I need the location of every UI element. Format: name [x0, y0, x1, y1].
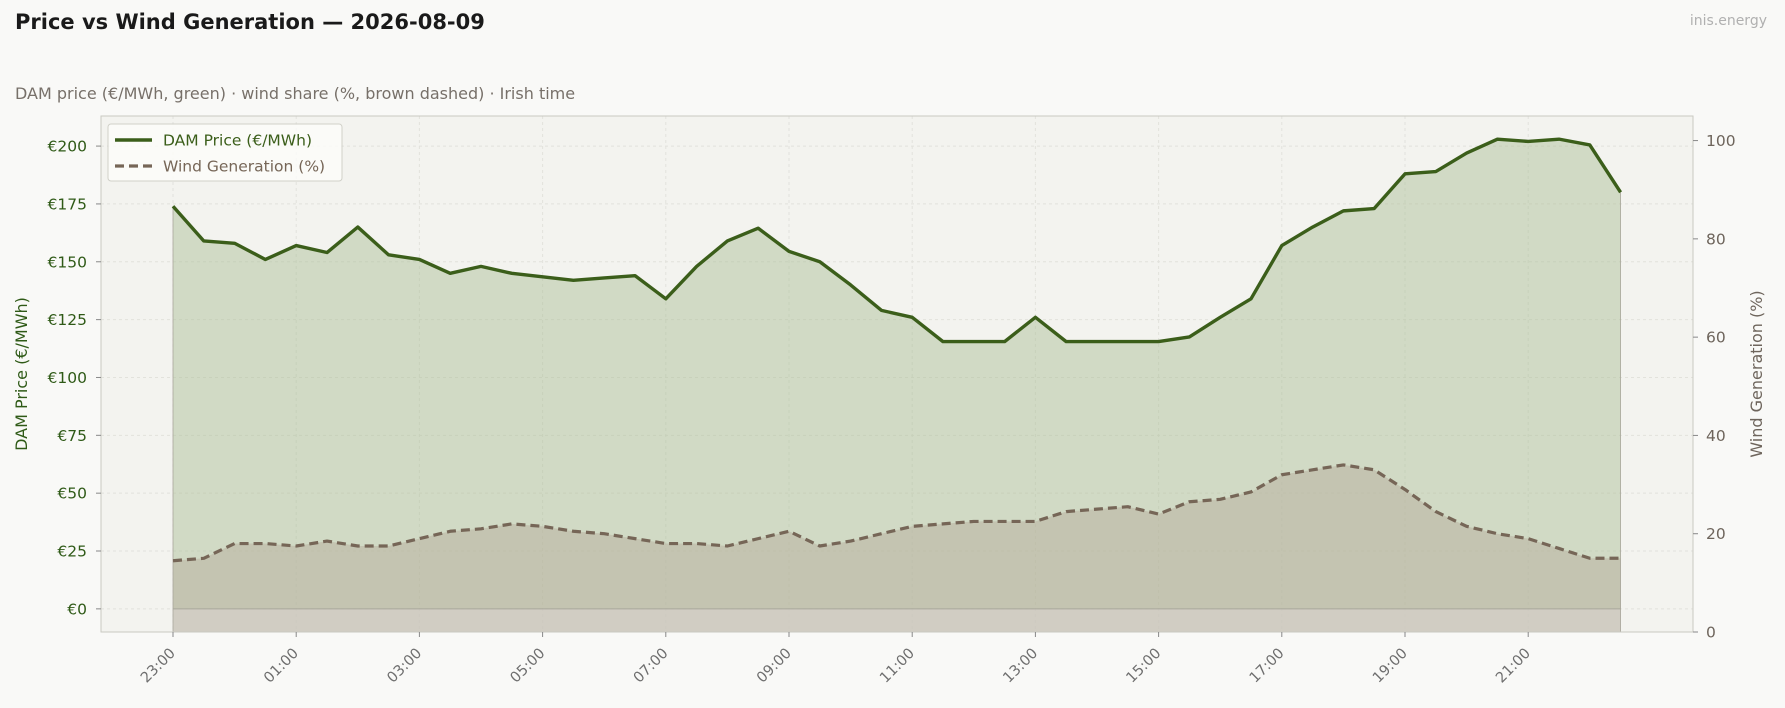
series-lines — [171, 137, 1623, 563]
x-tick-label: 11:00 — [877, 646, 918, 687]
x-tick-label: 03:00 — [384, 646, 425, 687]
left-tick-label: €100 — [48, 369, 87, 387]
left-tick-label: €0 — [67, 600, 87, 618]
x-tick-label: 23:00 — [138, 646, 179, 687]
brand-label: inis.energy — [1689, 13, 1767, 29]
x-axis-ticks: 23:00 01:00 03:00 05:00 07:00 09:00 11:00 13:00… — [138, 632, 1534, 686]
right-tick-label: 20 — [1706, 525, 1726, 543]
x-tick-label: 01:00 — [261, 646, 302, 687]
legend-box — [107, 123, 343, 182]
left-tick-label: €150 — [48, 253, 87, 271]
right-tick-label: 80 — [1706, 230, 1726, 248]
wind-line — [172, 463, 1621, 563]
right-tick-label: 0 — [1706, 624, 1716, 642]
left-tick-label: €175 — [48, 195, 87, 213]
right-axis-label: Wind Generation (%) — [1747, 290, 1766, 457]
chart-title: Price vs Wind Generation — 2026-08-09 — [15, 10, 485, 34]
right-tick-label: 60 — [1706, 329, 1726, 347]
x-tick-label: 09:00 — [754, 646, 795, 687]
legend-price-label: DAM Price (€/MWh) — [163, 132, 312, 150]
wind-area — [173, 464, 1621, 632]
legend: DAM Price (€/MWh) Wind Generation (%) — [107, 123, 343, 182]
left-axis-label: DAM Price (€/MWh) — [12, 297, 31, 451]
left-tick-label: €200 — [48, 138, 87, 156]
price-line — [171, 137, 1623, 344]
right-tick-label: 100 — [1706, 132, 1736, 150]
plot-frame — [100, 115, 1694, 633]
x-tick-label: 21:00 — [1493, 646, 1534, 687]
x-tick-label: 13:00 — [1000, 646, 1041, 687]
area-fills — [172, 139, 1621, 632]
x-tick-label: 05:00 — [508, 646, 549, 687]
left-tick-label: €125 — [48, 311, 87, 329]
chart-subtitle: DAM price (€/MWh, green) · wind share (%… — [15, 84, 576, 103]
right-tick-label: 40 — [1706, 427, 1726, 445]
left-tick-label: €25 — [57, 543, 87, 561]
x-tick-label: 07:00 — [631, 646, 672, 687]
x-tick-label: 19:00 — [1370, 646, 1411, 687]
left-axis-ticks: €0 €25 €50 €75 €100 €125 €150 €175 €200 — [48, 138, 101, 618]
legend-wind-label: Wind Generation (%) — [163, 158, 325, 176]
left-tick-label: €50 — [57, 485, 87, 503]
x-tick-label: 17:00 — [1247, 646, 1288, 687]
right-axis-ticks: 0 20 40 60 80 100 — [1693, 132, 1736, 642]
x-tick-label: 15:00 — [1124, 646, 1165, 687]
left-tick-label: €75 — [57, 427, 87, 445]
below-zero-band — [173, 608, 1621, 632]
